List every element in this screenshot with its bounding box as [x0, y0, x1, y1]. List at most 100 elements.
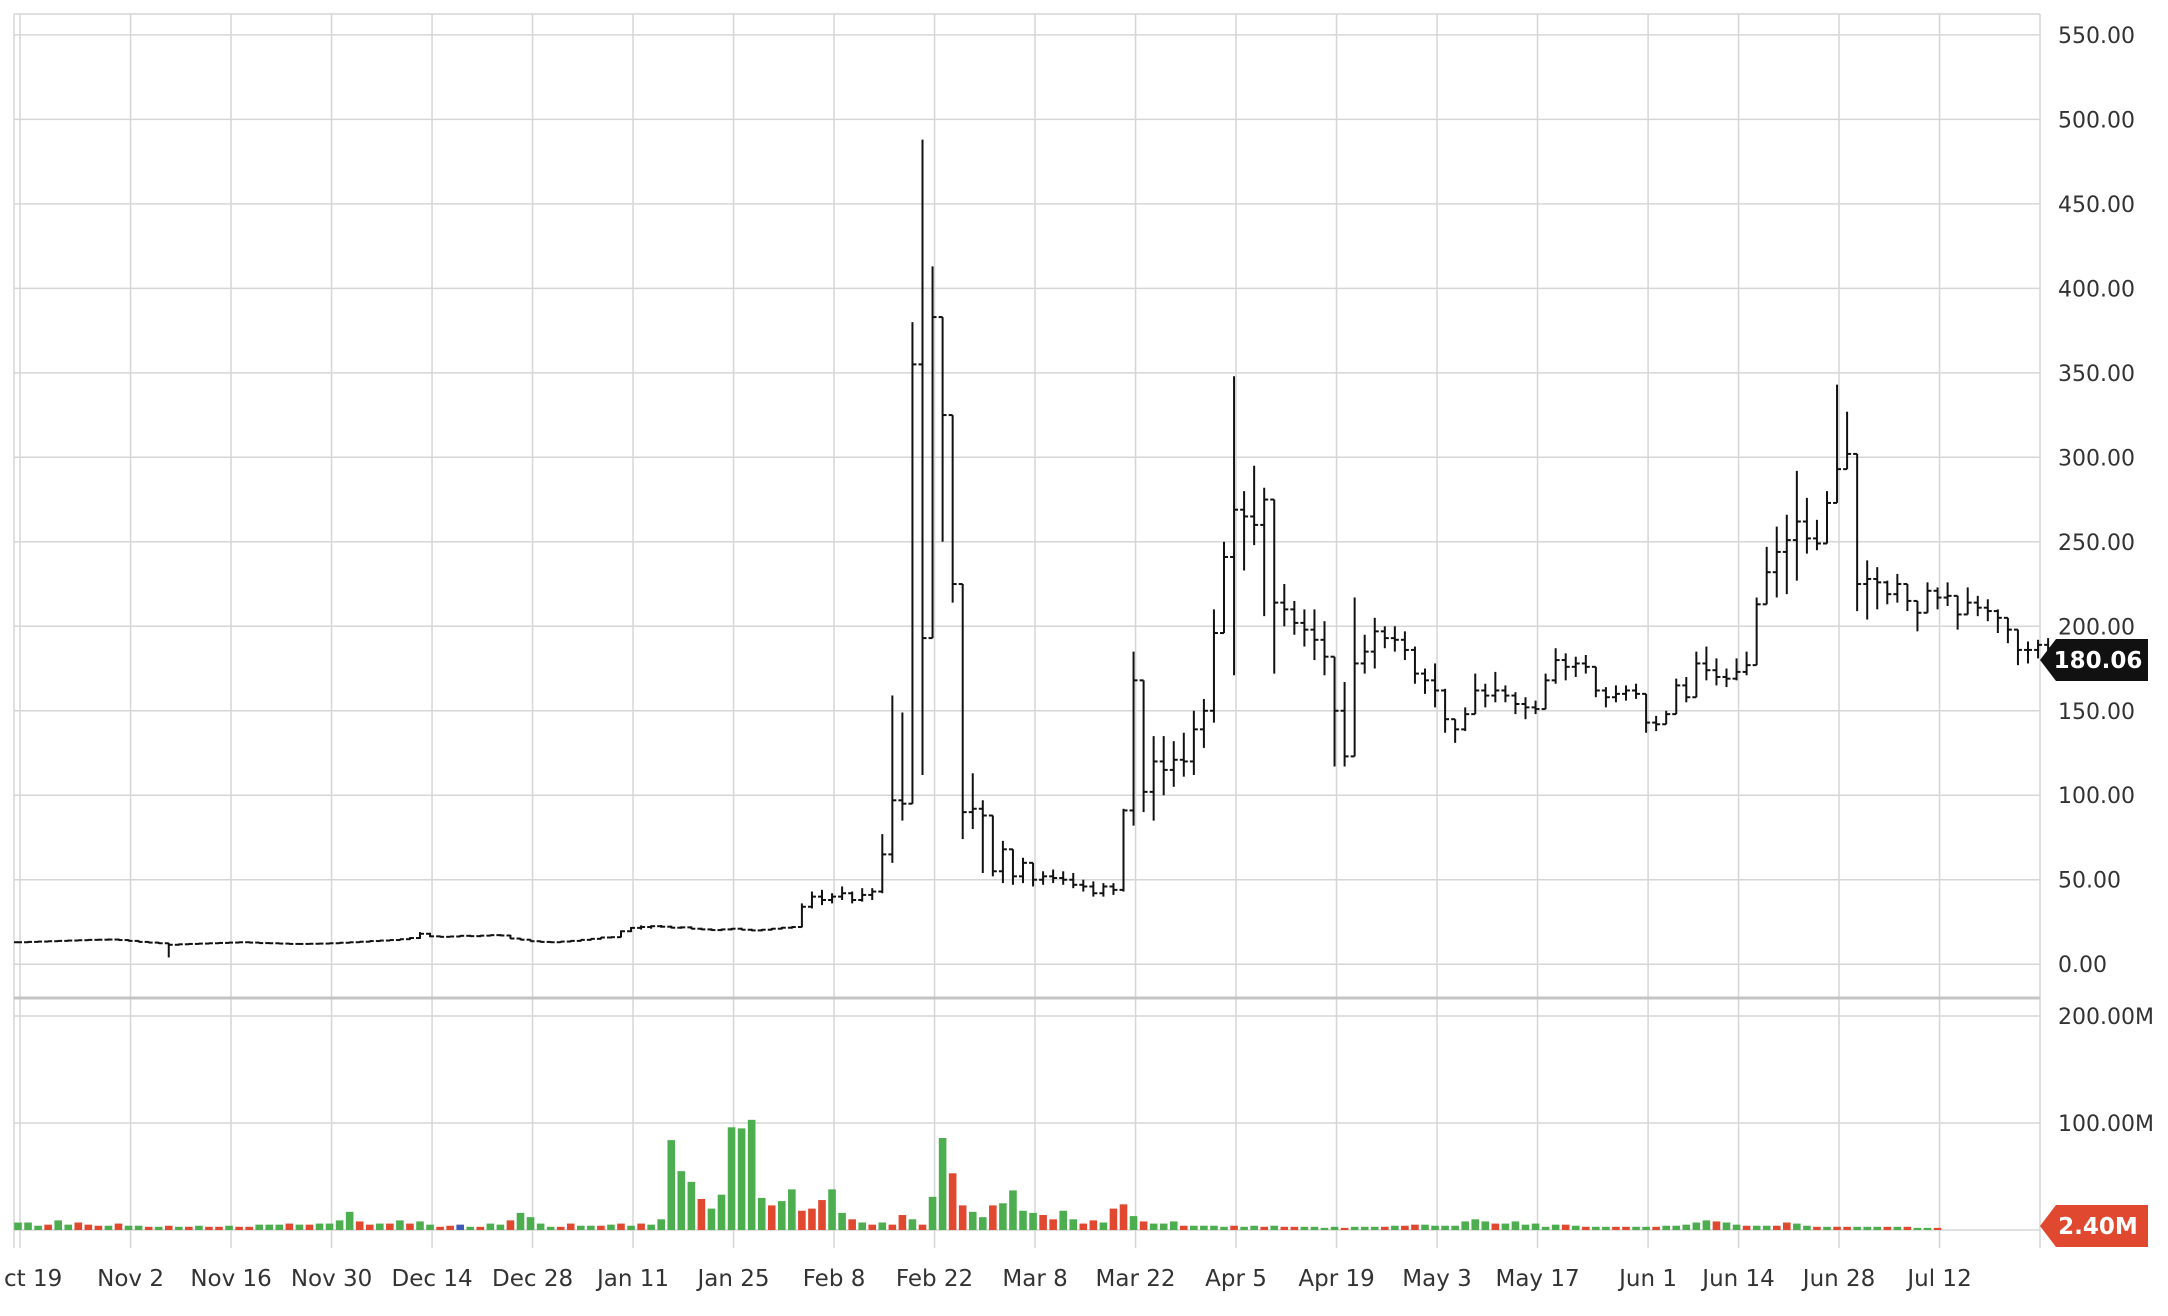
ohlc-bar: [998, 840, 1007, 884]
ohlc-bar: [556, 940, 565, 944]
ohlc-bar: [1220, 541, 1228, 635]
price-bars: [14, 139, 2063, 958]
volume-bar: [335, 1220, 344, 1230]
ohlc-bar: [677, 926, 686, 929]
ohlc-bar: [1541, 673, 1550, 711]
volume-tick-label: 200.00M: [2058, 1005, 2154, 1030]
x-tick-label: Feb 8: [803, 1266, 866, 1292]
ohlc-bar: [486, 934, 495, 937]
volume-bar: [345, 1211, 354, 1230]
x-tick-label: Mar 22: [1096, 1266, 1176, 1292]
ohlc-bar: [2024, 641, 2032, 664]
ohlc-bar: [1209, 609, 1218, 723]
volume-bar: [1823, 1226, 1831, 1230]
price-tick-label: 200.00: [2058, 615, 2135, 640]
volume-bar: [496, 1224, 505, 1230]
price-tick-label: 250.00: [2058, 531, 2135, 556]
ohlc-bar: [1019, 857, 1027, 884]
volume-bar: [989, 1205, 997, 1230]
volume-bar: [1752, 1225, 1761, 1230]
x-tick-label: Dec 14: [392, 1266, 473, 1292]
ohlc-bar: [74, 939, 83, 942]
ohlc-bar: [225, 941, 234, 944]
x-tick-label: Jun 1: [1617, 1266, 1677, 1292]
ohlc-bar: [84, 938, 93, 942]
volume-bar: [647, 1224, 655, 1230]
ohlc-bar: [24, 940, 33, 944]
ohlc-bar: [1300, 609, 1309, 647]
volume-bar: [175, 1226, 183, 1230]
volume-bar: [185, 1226, 193, 1230]
ohlc-bar: [436, 935, 445, 938]
volume-bar: [1491, 1223, 1500, 1230]
volume-bar: [1632, 1226, 1640, 1230]
ohlc-bar: [1199, 698, 1208, 748]
price-tick-label: 100.00: [2058, 784, 2135, 809]
ohlc-bar: [2034, 639, 2043, 659]
volume-bar: [1813, 1226, 1821, 1230]
ohlc-bar: [978, 800, 987, 873]
ohlc-bar: [1410, 646, 1419, 684]
price-tick-label: 0.00: [2058, 953, 2107, 978]
volume-bar: [1421, 1224, 1429, 1230]
volume-bar: [154, 1226, 163, 1230]
volume-bar: [888, 1224, 897, 1230]
ohlc-bar: [938, 316, 947, 542]
volume-bar: [114, 1223, 123, 1230]
volume-bar: [1240, 1226, 1248, 1230]
volume-bar: [1913, 1227, 1922, 1230]
volume-bar: [848, 1219, 856, 1230]
volume-bar: [84, 1224, 93, 1230]
x-tick-label: Apr 5: [1205, 1266, 1267, 1292]
volume-bar: [34, 1225, 42, 1230]
ohlc-bar: [1521, 697, 1530, 720]
volume-bar: [1250, 1225, 1258, 1230]
ohlc-bar: [928, 266, 937, 640]
axes: 0.00 50.00 100.00 150.00 200.00 250.00 300.00 3…: [4, 24, 2154, 1292]
volume-bar: [426, 1224, 434, 1230]
ohlc-bar: [1350, 597, 1359, 758]
volume-bar: [1381, 1226, 1389, 1230]
volume-bar: [737, 1128, 746, 1230]
volume-bar: [778, 1201, 786, 1230]
volume-bar: [747, 1119, 756, 1230]
volume-bar: [285, 1223, 294, 1230]
volume-bar: [376, 1223, 384, 1230]
ohlc-bar: [1089, 881, 1098, 897]
ohlc-bar: [1622, 685, 1630, 701]
last-price-badge: 180.06: [2040, 638, 2148, 681]
ohlc-bar: [295, 942, 304, 945]
ohlc-bar: [335, 941, 344, 945]
volume-bar: [436, 1226, 444, 1230]
ohlc-bar: [767, 927, 776, 931]
ohlc-bar: [1260, 487, 1269, 617]
volume-bar: [556, 1226, 565, 1230]
ohlc-bar: [1983, 599, 1992, 622]
ohlc-bar: [1833, 384, 1842, 504]
volume-bar: [627, 1225, 635, 1230]
volume-bar: [1702, 1220, 1711, 1230]
volume-bar: [1732, 1224, 1741, 1230]
volume-bar: [1270, 1225, 1279, 1230]
ohlc-bar: [948, 414, 957, 603]
ohlc-bar: [1672, 678, 1681, 716]
ohlc-bar: [1441, 688, 1450, 733]
ohlc-bar: [667, 925, 676, 929]
volume-bar: [1350, 1226, 1359, 1230]
volume-bar: [788, 1189, 796, 1230]
volume-tick-label: 100.00M: [2058, 1112, 2154, 1137]
volume-bar: [808, 1208, 816, 1230]
volume-bar: [577, 1225, 585, 1230]
volume-bar: [1330, 1226, 1339, 1230]
price-tick-label: 400.00: [2058, 277, 2135, 302]
volume-bar: [1029, 1212, 1037, 1230]
ohlc-bar: [1119, 808, 1128, 892]
ohlc-bar: [687, 926, 696, 930]
volume-bar: [396, 1220, 404, 1230]
volume-bar: [1099, 1222, 1108, 1230]
ohlc-bar: [838, 886, 847, 900]
ohlc-bar: [1240, 491, 1249, 571]
ohlc-bar: [1772, 526, 1781, 598]
volume-bar: [938, 1138, 947, 1230]
